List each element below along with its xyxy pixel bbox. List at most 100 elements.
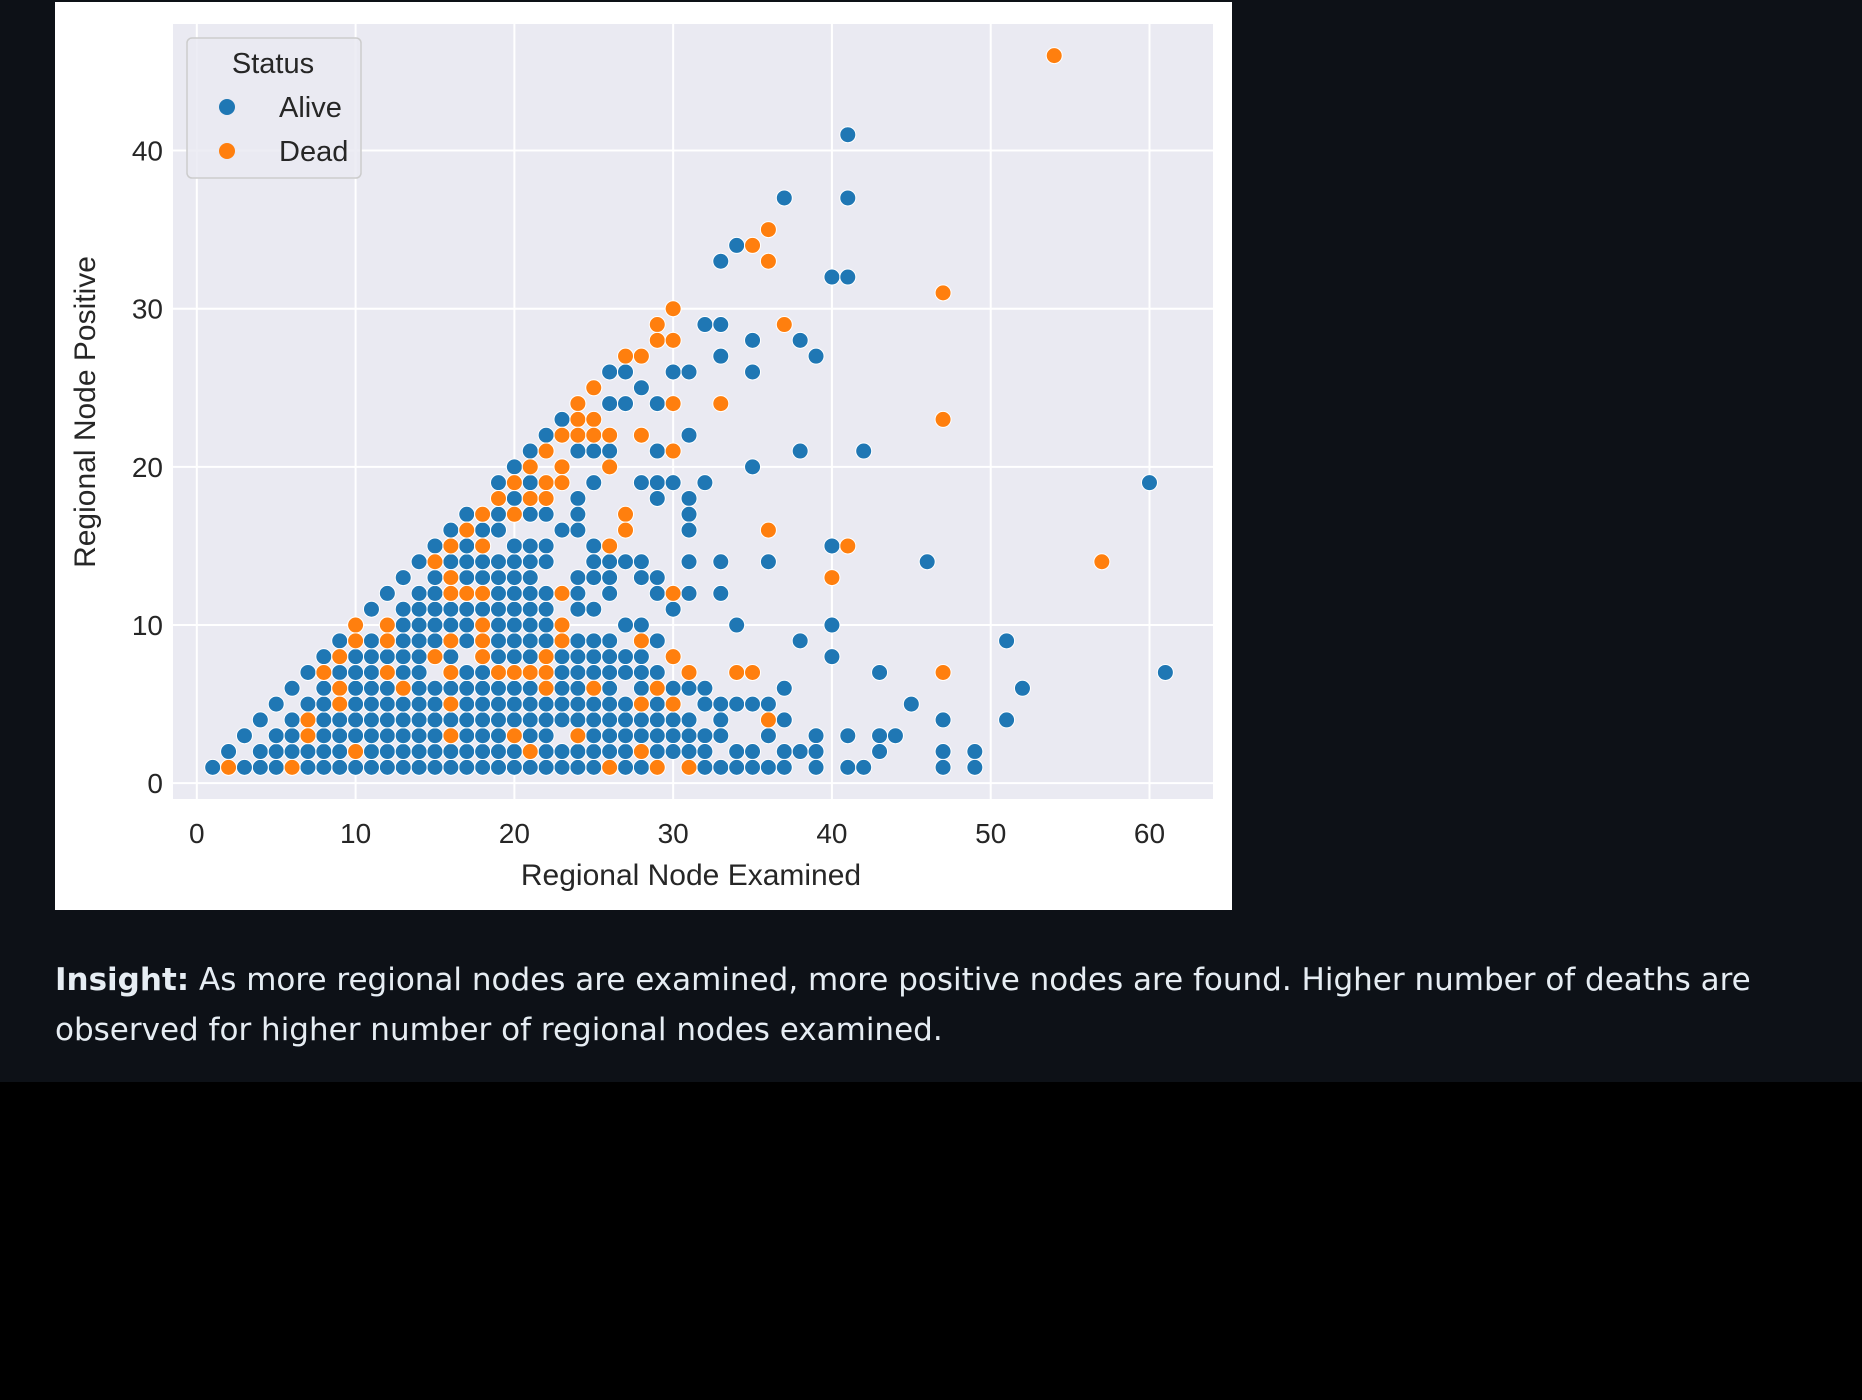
point-alive	[839, 189, 857, 207]
point-alive	[664, 600, 682, 618]
point-alive	[617, 758, 635, 776]
point-alive	[378, 584, 396, 602]
point-alive	[839, 126, 857, 144]
point-dead	[775, 316, 793, 334]
point-alive	[521, 679, 539, 697]
point-dead	[744, 663, 762, 681]
point-alive	[521, 505, 539, 523]
point-alive	[410, 679, 428, 697]
point-alive	[458, 616, 476, 634]
point-alive	[1140, 474, 1158, 492]
point-alive	[632, 711, 650, 729]
point-alive	[537, 695, 555, 713]
point-alive	[331, 663, 349, 681]
point-alive	[362, 663, 380, 681]
point-alive	[712, 727, 730, 745]
point-alive	[347, 663, 365, 681]
point-dead	[601, 458, 619, 476]
point-alive	[347, 679, 365, 697]
point-alive	[871, 663, 889, 681]
point-alive	[204, 758, 222, 776]
point-alive	[632, 727, 650, 745]
point-dead	[569, 727, 587, 745]
point-alive	[807, 758, 825, 776]
point-alive	[648, 474, 666, 492]
point-dead	[474, 632, 492, 650]
point-alive	[394, 695, 412, 713]
data-points	[204, 47, 1174, 776]
point-dead	[521, 743, 539, 761]
point-dead	[617, 347, 635, 365]
point-alive	[489, 569, 507, 587]
point-alive	[871, 727, 889, 745]
point-alive	[696, 695, 714, 713]
point-alive	[664, 474, 682, 492]
point-alive	[489, 616, 507, 634]
point-alive	[537, 743, 555, 761]
point-alive	[426, 727, 444, 745]
point-dead	[394, 679, 412, 697]
point-alive	[505, 600, 523, 618]
point-alive	[728, 695, 746, 713]
point-dead	[442, 727, 460, 745]
point-alive	[489, 505, 507, 523]
point-alive	[918, 553, 936, 571]
point-alive	[744, 458, 762, 476]
point-dead	[537, 442, 555, 460]
point-dead	[648, 758, 666, 776]
point-alive	[553, 711, 571, 729]
point-alive	[267, 758, 285, 776]
point-dead	[426, 553, 444, 571]
y-axis-label: Regional Node Positive	[69, 256, 102, 568]
point-dead	[442, 584, 460, 602]
point-dead	[474, 537, 492, 555]
point-alive	[521, 758, 539, 776]
point-dead	[489, 489, 507, 507]
point-alive	[648, 695, 666, 713]
point-alive	[489, 474, 507, 492]
point-dead	[759, 221, 777, 239]
point-alive	[998, 632, 1016, 650]
point-alive	[680, 553, 698, 571]
point-alive	[585, 711, 603, 729]
point-alive	[648, 743, 666, 761]
point-alive	[410, 632, 428, 650]
point-alive	[505, 632, 523, 650]
point-alive	[585, 553, 603, 571]
point-alive	[696, 474, 714, 492]
point-alive	[521, 616, 539, 634]
point-alive	[235, 727, 253, 745]
point-alive	[617, 727, 635, 745]
point-alive	[728, 616, 746, 634]
point-alive	[505, 458, 523, 476]
point-alive	[664, 743, 682, 761]
point-alive	[680, 426, 698, 444]
point-alive	[775, 679, 793, 697]
point-alive	[807, 743, 825, 761]
point-alive	[315, 695, 333, 713]
point-alive	[505, 489, 523, 507]
point-alive	[235, 758, 253, 776]
point-alive	[553, 521, 571, 539]
point-dead	[759, 711, 777, 729]
point-alive	[934, 711, 952, 729]
point-alive	[680, 363, 698, 381]
point-alive	[458, 663, 476, 681]
y-tick-label: 30	[132, 294, 163, 325]
point-alive	[410, 616, 428, 634]
point-alive	[744, 758, 762, 776]
point-alive	[712, 695, 730, 713]
point-alive	[632, 648, 650, 666]
point-dead	[648, 679, 666, 697]
point-alive	[347, 648, 365, 666]
x-tick-label: 10	[340, 818, 371, 849]
scatter-figure: 0 10 20 30 40 50 60 0 10 20 30 40 Regional Node Ex…	[55, 2, 1232, 910]
point-dead	[331, 679, 349, 697]
point-alive	[394, 648, 412, 666]
point-alive	[553, 758, 571, 776]
point-dead	[601, 537, 619, 555]
point-alive	[267, 743, 285, 761]
point-alive	[585, 474, 603, 492]
point-alive	[664, 711, 682, 729]
point-dead	[585, 379, 603, 397]
